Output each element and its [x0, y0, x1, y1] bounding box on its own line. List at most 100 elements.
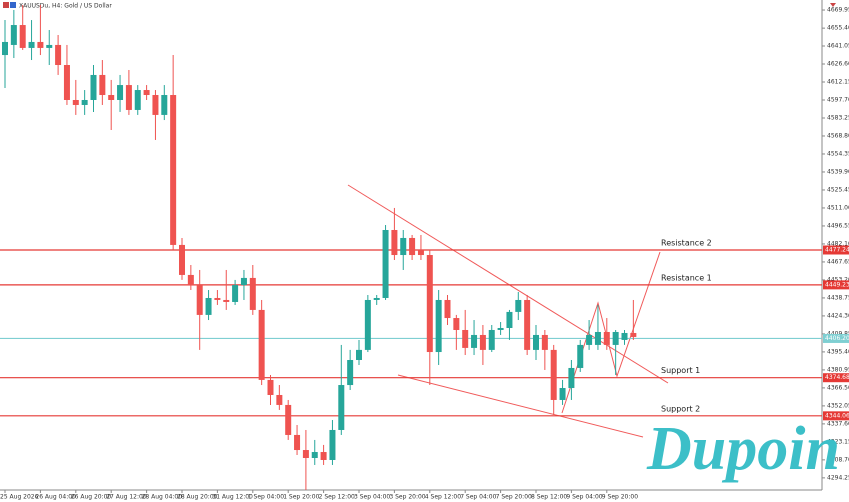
candle-body	[143, 90, 150, 96]
y-tick-label: 4380.95	[827, 366, 849, 373]
candle-body	[488, 329, 495, 350]
x-tick-label: 26 Aug 20:00	[71, 494, 112, 501]
x-tick-label: 26 Aug 04:00	[35, 494, 76, 501]
candle-body	[612, 331, 619, 345]
candle-body	[267, 379, 274, 395]
candle-body	[152, 95, 159, 115]
x-tick-label: 7 Sep 20:00	[496, 494, 532, 501]
candle-body	[471, 334, 478, 348]
y-tick-label: 4409.85	[827, 330, 849, 337]
candle-body	[586, 334, 593, 345]
symbol-icon	[10, 2, 16, 8]
level-price-box	[823, 333, 849, 343]
candle-body	[630, 332, 637, 337]
candle-body	[550, 349, 557, 400]
y-tick-label: 4482.10	[827, 240, 849, 247]
x-tick-label: 31 Aug 12:00	[212, 494, 253, 501]
candle-body	[179, 244, 185, 275]
level-price-label: 4344.06	[825, 412, 849, 419]
y-tick-label: 4467.65	[827, 258, 849, 265]
x-tick-label: 3 Sep 20:00	[389, 494, 425, 501]
level-price-box	[823, 245, 849, 255]
candle-body	[285, 404, 292, 435]
y-tick-label: 4337.60	[827, 420, 849, 427]
y-tick-label: 4453.20	[827, 276, 849, 283]
y-tick-label: 4424.30	[827, 312, 849, 319]
candle-body	[594, 331, 601, 345]
symbol-icon	[3, 2, 9, 8]
x-tick-label: 27 Aug 12:00	[106, 494, 147, 501]
candle-body	[338, 385, 345, 430]
y-tick-label: 4308.70	[827, 456, 849, 463]
level-price-label: 4374.68	[825, 374, 849, 381]
x-tick-label: 7 Sep 04:00	[460, 494, 496, 501]
candle-body	[329, 429, 336, 460]
candle-body	[214, 297, 221, 300]
candle-body	[541, 334, 548, 350]
candle-body	[311, 452, 318, 458]
candle-body	[258, 309, 265, 380]
candle-body	[232, 285, 239, 302]
candle-body	[409, 237, 416, 256]
candle-body	[347, 359, 354, 386]
level-price-label: 4449.23	[825, 281, 849, 288]
candle-body	[559, 388, 566, 400]
candle-body	[187, 274, 194, 286]
candle-body	[28, 41, 35, 48]
candle-body	[453, 318, 460, 330]
candle-body	[426, 255, 433, 353]
y-tick-label: 4583.25	[827, 114, 849, 121]
candle-body	[249, 277, 256, 310]
candle-body	[621, 332, 628, 340]
y-tick-label: 4438.75	[827, 294, 849, 301]
candle-body	[205, 297, 212, 315]
level-price-box	[823, 280, 849, 290]
candle-body	[479, 334, 486, 350]
y-tick-label: 4626.60	[827, 61, 849, 68]
level-name: Support 2	[661, 404, 700, 413]
candle-body	[603, 331, 610, 345]
candle-body	[276, 394, 283, 405]
candle-body	[46, 44, 53, 48]
candle-body	[125, 85, 132, 110]
y-tick-label: 4323.15	[827, 438, 849, 445]
y-tick-label: 4539.90	[827, 168, 849, 175]
x-tick-label: 1 Sep 04:00	[248, 494, 284, 501]
candle-body	[417, 249, 424, 256]
level-name: Resistance 1	[661, 273, 712, 282]
y-tick-label: 4597.70	[827, 96, 849, 103]
candle-body	[90, 74, 97, 100]
candle-body	[497, 327, 504, 330]
candle-body	[2, 41, 8, 56]
x-tick-label: 3 Sep 04:00	[354, 494, 390, 501]
y-tick-label: 4669.95	[827, 7, 849, 14]
candle-body	[161, 95, 168, 115]
level-price-box	[823, 411, 849, 421]
candle-body	[99, 74, 106, 96]
candle-body	[240, 277, 247, 286]
candle-body	[223, 299, 230, 302]
candle-body	[170, 95, 177, 245]
candle-body	[373, 297, 380, 300]
y-tick-label: 4525.45	[827, 186, 849, 193]
x-tick-label: 4 Sep 12:00	[425, 494, 461, 501]
level-name: Support 1	[661, 366, 700, 375]
candle-body	[294, 434, 301, 451]
x-tick-label: 25 Aug 2026	[0, 494, 39, 501]
candle-body	[382, 229, 389, 298]
level-price-label: 4477.24	[825, 246, 849, 253]
candle-body	[444, 299, 451, 319]
y-tick-label: 4655.40	[827, 25, 849, 32]
candle-body	[506, 311, 513, 328]
y-tick-label: 4294.25	[827, 474, 849, 481]
level-price-label: 4406.20	[825, 335, 849, 342]
y-tick-label: 4395.40	[827, 348, 849, 355]
candle-body	[356, 349, 362, 360]
candle-body	[568, 367, 575, 389]
candle-body	[37, 41, 44, 48]
y-tick-label: 4554.35	[827, 150, 849, 157]
y-tick-label: 4511.00	[827, 204, 849, 211]
y-tick-label: 4641.05	[827, 43, 849, 50]
x-tick-label: 8 Sep 12:00	[531, 494, 567, 501]
